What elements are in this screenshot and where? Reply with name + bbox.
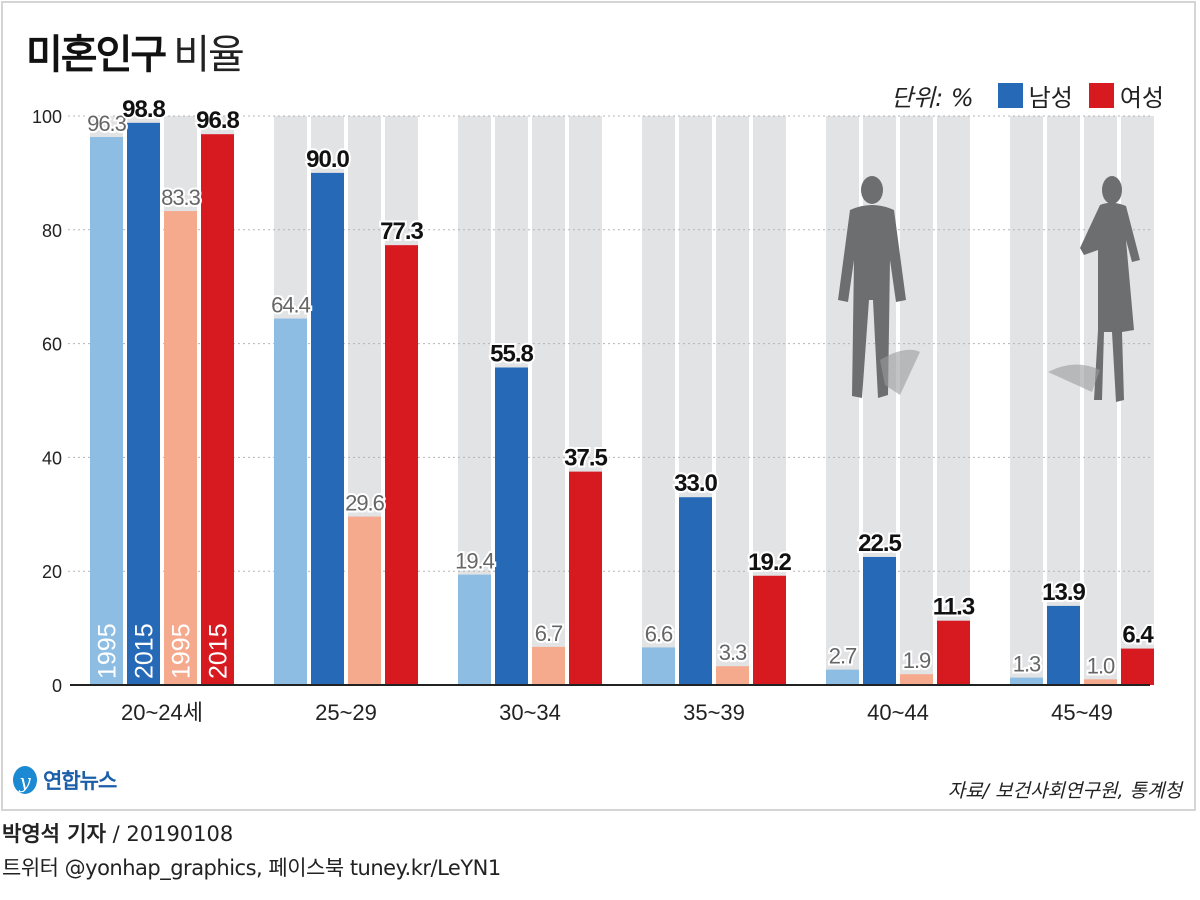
bar (716, 666, 749, 685)
data-label: 6.6 (645, 621, 673, 646)
data-label: 3.3 (719, 640, 747, 665)
svg-text:y: y (18, 769, 31, 793)
y-tick-label: 0 (52, 676, 62, 696)
column-background (1121, 116, 1154, 685)
data-label: 1.9 (903, 648, 931, 673)
bar (679, 497, 712, 685)
data-label: 96.8 (196, 107, 239, 134)
data-label: 13.9 (1042, 579, 1085, 606)
title-regular: 비율 (173, 32, 245, 78)
data-label: 98.8 (122, 96, 165, 123)
column-background (937, 116, 970, 685)
x-tick-label: 45~49 (1051, 700, 1113, 725)
column-background (1010, 116, 1043, 685)
man-silhouette-icon (838, 176, 920, 398)
data-label: 29.6 (345, 491, 385, 516)
x-tick-label: 30~34 (499, 700, 561, 725)
column-background (900, 116, 933, 685)
column-background (1047, 116, 1080, 685)
column-background (716, 116, 749, 685)
bar (532, 646, 565, 685)
data-label: 77.3 (380, 218, 423, 245)
y-tick-label: 40 (42, 448, 62, 468)
source-note: 자료/ 보건사회연구원, 통계청 (947, 780, 1182, 802)
data-label: 37.5 (564, 445, 607, 472)
x-tick-label: 20~24세 (121, 700, 203, 725)
bar (826, 669, 859, 685)
y-tick-label: 60 (42, 335, 62, 355)
author: 박영석 기자 (2, 822, 106, 846)
series-year-label: 2015 (131, 623, 159, 679)
data-label: 1.0 (1087, 653, 1115, 678)
bar (311, 172, 344, 685)
series-year-label: 2015 (205, 623, 233, 679)
data-label: 55.8 (490, 340, 533, 367)
woman-silhouette-icon (1048, 176, 1140, 402)
unit-label: 단위: % (890, 84, 974, 112)
data-label: 96.3 (87, 111, 127, 136)
x-tick-label: 40~44 (867, 700, 929, 725)
column-background (532, 116, 565, 685)
y-tick-label: 80 (42, 221, 62, 241)
data-label: 2.7 (829, 644, 857, 669)
column-background (642, 116, 675, 685)
yonhap-logo-icon: y (13, 766, 37, 794)
bar (348, 516, 381, 685)
legend-swatch-female (1088, 83, 1114, 108)
data-label: 90.0 (306, 146, 349, 173)
chart-title: 미혼인구 비율 (26, 22, 245, 80)
legend-label-male: 남성 (1028, 84, 1073, 112)
x-tick-label: 25~29 (315, 700, 377, 725)
data-label: 6.7 (535, 621, 563, 646)
bar (569, 471, 602, 685)
data-label: 33.0 (674, 470, 717, 497)
bar (753, 575, 786, 685)
data-label: 11.3 (933, 594, 975, 621)
data-label: 6.4 (1122, 622, 1154, 649)
chart-frame (1, 1, 1196, 811)
social-links: 트위터 @yonhap_graphics, 페이스북 tuney.kr/LeYN… (2, 856, 501, 880)
x-tick-label: 35~39 (683, 700, 745, 725)
data-label: 1.3 (1013, 652, 1041, 677)
data-label: 19.2 (748, 549, 791, 576)
column-background (826, 116, 859, 685)
title-bold: 미혼인구 (26, 32, 167, 78)
bar (127, 122, 160, 685)
bar (642, 647, 675, 685)
bar (164, 211, 197, 685)
data-label: 19.4 (455, 549, 495, 574)
bar (1047, 605, 1080, 685)
legend: 단위: % 남성 여성 (891, 78, 1174, 113)
legend-swatch-male (997, 83, 1023, 108)
bar (1121, 648, 1154, 685)
byline: 박영석 기자 / 20190108 (2, 818, 233, 848)
bar (274, 318, 307, 685)
legend-label-female: 여성 (1119, 84, 1164, 112)
bar (495, 367, 528, 685)
bar-chart: 96.3 1995 64.4 19.4 6.6 2.7 1.3 98.8 2015 90.0 55.… (32, 94, 1157, 725)
data-label: 64.4 (271, 293, 311, 318)
bar (90, 137, 123, 686)
bar (863, 556, 896, 685)
logo-text: 연합뉴스 (43, 769, 117, 793)
series-year-label: 1995 (94, 623, 122, 679)
yonhap-logo: y 연합뉴스 (10, 764, 117, 796)
bar (937, 620, 970, 685)
data-label: 83.3 (161, 185, 201, 210)
data-label: 22.5 (858, 530, 901, 557)
bar (1084, 679, 1117, 685)
bar (1010, 677, 1043, 685)
bar (458, 574, 491, 685)
bar (385, 245, 418, 685)
date: / 20190108 (112, 822, 234, 846)
series-year-label: 1995 (168, 623, 196, 679)
y-tick-label: 20 (42, 562, 62, 582)
y-tick-label: 100 (32, 107, 62, 127)
bar (201, 134, 234, 685)
bar (900, 674, 933, 685)
